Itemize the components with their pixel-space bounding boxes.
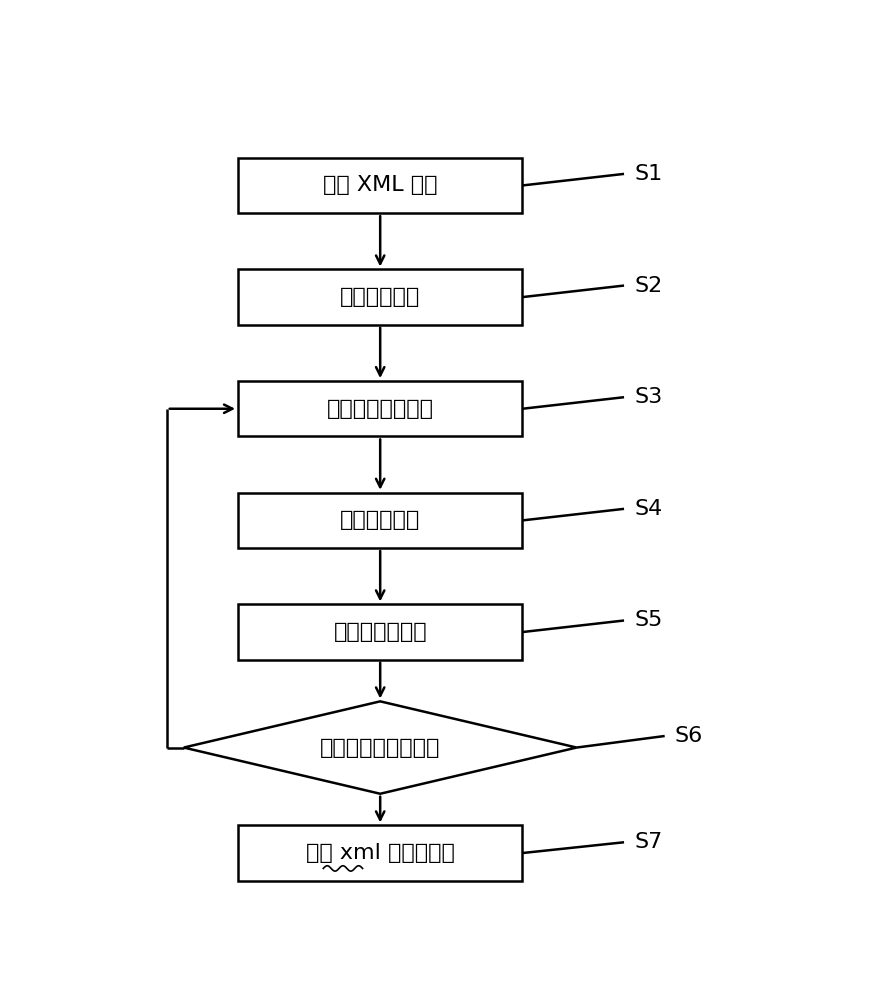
Text: 设置绘制区域: 设置绘制区域 [340,287,420,307]
Text: 计算关键路径: 计算关键路径 [340,510,420,530]
Text: S2: S2 [635,276,662,296]
Bar [238,825,523,881]
Text: S6: S6 [675,726,703,746]
Text: 调整信号设备参数: 调整信号设备参数 [327,399,434,419]
Bar [238,604,523,660]
Bar [238,493,523,548]
Bar [238,381,523,436]
Polygon shape [184,701,577,794]
Text: 计算平面图范围: 计算平面图范围 [333,622,427,642]
Text: S4: S4 [635,499,662,519]
Text: S7: S7 [635,832,662,852]
Text: S3: S3 [635,387,662,407]
Text: 读取 XML 文件: 读取 XML 文件 [323,175,438,195]
Bar [238,158,523,213]
Text: S5: S5 [635,610,662,631]
Text: 根据 xml 生成平面图: 根据 xml 生成平面图 [306,843,454,863]
Text: 是否超过绘制区域？: 是否超过绘制区域？ [320,738,440,758]
Text: S1: S1 [635,164,662,184]
Bar [238,269,523,325]
